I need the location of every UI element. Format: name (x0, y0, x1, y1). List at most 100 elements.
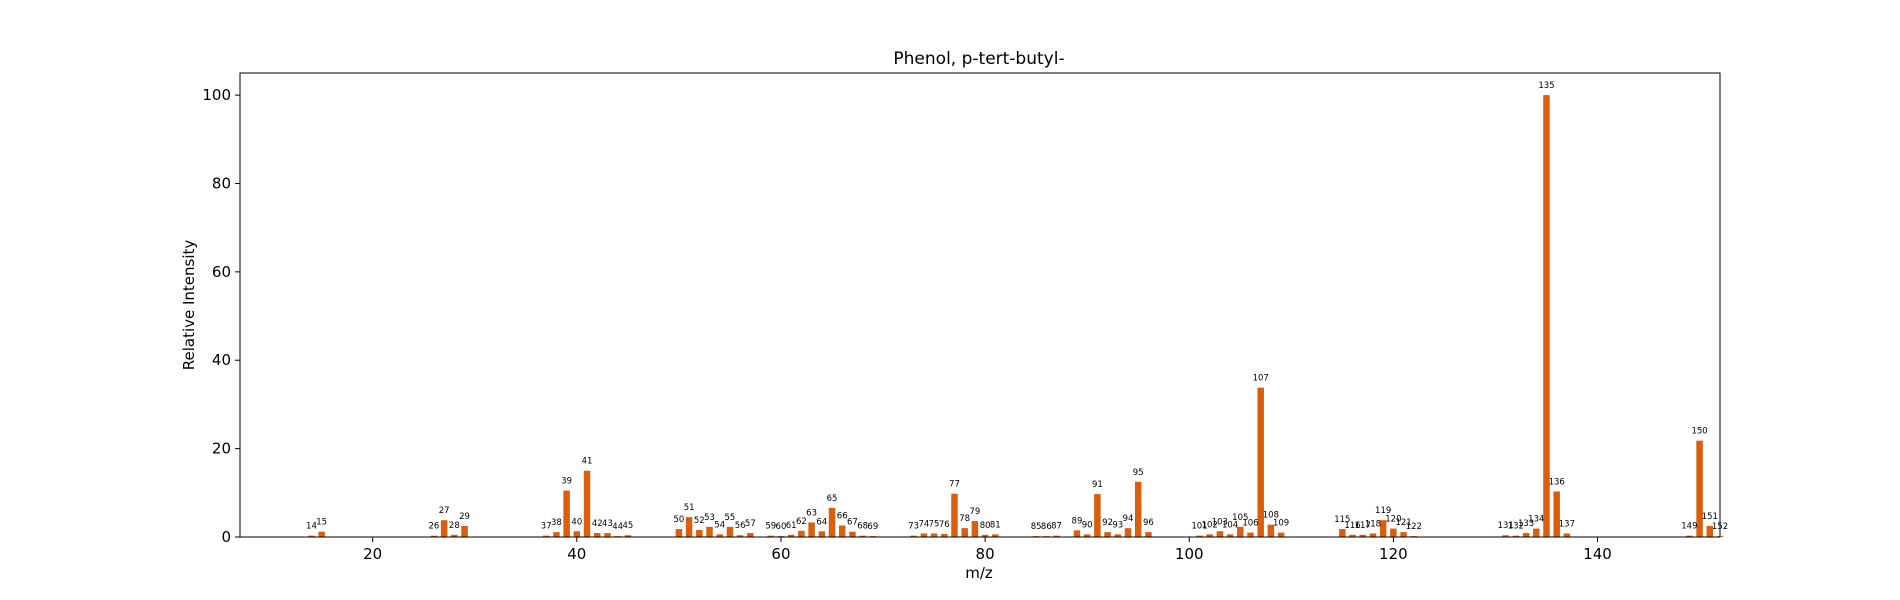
bar-mz-135 (1543, 95, 1550, 537)
bar-mz-67 (849, 531, 856, 537)
bar-mz-41 (583, 470, 591, 537)
peak-label-39: 39 (561, 477, 572, 487)
y-tick-label: 60 (212, 263, 231, 281)
bar-mz-14 (308, 535, 315, 537)
bar-mz-132 (1512, 535, 1520, 537)
peak-label-104: 104 (1222, 520, 1238, 530)
peak-label-93: 93 (1112, 520, 1123, 530)
peak-label-42: 42 (592, 519, 603, 529)
peak-label-27: 27 (439, 506, 450, 516)
peak-label-68: 68 (857, 522, 868, 532)
bar-mz-53 (706, 526, 713, 537)
bar-mz-115 (1339, 529, 1346, 537)
x-tick-label: 60 (771, 545, 790, 563)
peak-label-52: 52 (694, 516, 705, 526)
peak-label-109: 109 (1273, 519, 1289, 529)
x-tick-label: 40 (567, 545, 586, 563)
peak-label-65: 65 (827, 494, 838, 504)
bar-mz-66 (838, 525, 846, 537)
peak-label-44: 44 (612, 522, 623, 532)
bar-mz-117 (1359, 534, 1367, 537)
peak-label-75: 75 (929, 519, 940, 529)
bar-mz-51 (685, 517, 693, 537)
bar-mz-101 (1196, 535, 1203, 537)
peak-label-135: 135 (1538, 81, 1554, 91)
x-axis: 20 40 60 80 100 120 140 (363, 537, 1612, 563)
bar-mz-45 (624, 535, 632, 537)
peak-label-116: 116 (1344, 521, 1360, 531)
peak-label-43: 43 (602, 519, 613, 529)
bar-mz-80 (981, 534, 989, 537)
peak-label-90: 90 (1082, 520, 1093, 530)
bar-mz-73 (910, 535, 917, 537)
bar-mz-102 (1206, 534, 1213, 537)
y-tick-label: 20 (212, 440, 231, 458)
y-tick-label: 0 (221, 528, 231, 546)
bar-mz-62 (798, 530, 805, 537)
bar-mz-37 (542, 535, 550, 537)
bar-mz-52 (696, 529, 703, 537)
bar-mz-55 (726, 526, 734, 537)
bar-mz-104 (1226, 534, 1234, 537)
peak-label-136: 136 (1549, 477, 1565, 487)
bar-mz-92 (1104, 532, 1111, 537)
bar-mz-121 (1400, 532, 1407, 537)
bar-mz-120 (1390, 528, 1397, 537)
peak-label-79: 79 (969, 507, 980, 517)
peak-label-56: 56 (735, 521, 746, 531)
peak-label-117: 117 (1355, 521, 1371, 531)
peak-label-81: 81 (990, 520, 1001, 530)
bar-mz-74 (920, 533, 928, 537)
peak-label-61: 61 (786, 521, 797, 531)
bar-mz-64 (818, 531, 826, 537)
bar-mz-39 (563, 490, 570, 537)
y-tick-label: 40 (212, 351, 231, 369)
bar-mz-137 (1563, 533, 1571, 537)
chart-title: Phenol, p-tert-butyl- (893, 49, 1064, 69)
peak-label-40: 40 (571, 517, 582, 527)
bar-mz-27 (440, 520, 448, 537)
bar-mz-136 (1553, 491, 1560, 537)
peak-label-37: 37 (541, 522, 552, 532)
bar-mz-133 (1522, 533, 1530, 537)
bar-mz-149 (1686, 535, 1693, 537)
peak-label-106: 106 (1242, 519, 1258, 529)
peak-label-91: 91 (1092, 480, 1103, 490)
peak-label-107: 107 (1253, 374, 1269, 384)
bar-mz-87 (1053, 535, 1060, 537)
bars-layer (308, 95, 1724, 537)
bar-mz-65 (828, 507, 836, 537)
peak-label-103: 103 (1212, 517, 1228, 527)
peak-label-69: 69 (867, 522, 878, 532)
bar-mz-26 (430, 535, 438, 537)
bar-mz-29 (461, 525, 468, 537)
bar-mz-108 (1267, 524, 1275, 537)
peak-label-133: 133 (1518, 519, 1534, 529)
bar-mz-15 (318, 531, 325, 537)
peak-label-86: 86 (1041, 522, 1052, 532)
bar-mz-96 (1145, 532, 1152, 537)
bar-mz-81 (992, 534, 999, 537)
bar-mz-79 (971, 521, 979, 537)
peak-label-134: 134 (1528, 515, 1544, 525)
peak-label-92: 92 (1102, 518, 1113, 528)
bar-mz-107 (1257, 387, 1264, 537)
peak-label-137: 137 (1559, 519, 1575, 529)
peak-label-66: 66 (837, 512, 848, 522)
bar-mz-91 (1094, 494, 1101, 537)
bar-mz-54 (716, 534, 723, 537)
peak-label-101: 101 (1191, 522, 1207, 532)
peak-label-149: 149 (1681, 522, 1697, 532)
y-axis-label: Relative Intensity (180, 240, 198, 371)
bar-mz-109 (1277, 532, 1285, 537)
x-tick-label: 100 (1175, 545, 1204, 563)
peak-label-105: 105 (1232, 513, 1248, 523)
peak-label-87: 87 (1051, 522, 1062, 532)
peak-label-80: 80 (980, 521, 991, 531)
peak-label-121: 121 (1395, 518, 1411, 528)
peak-label-54: 54 (714, 520, 725, 530)
bar-mz-94 (1124, 528, 1132, 537)
plot-frame (239, 72, 1721, 538)
